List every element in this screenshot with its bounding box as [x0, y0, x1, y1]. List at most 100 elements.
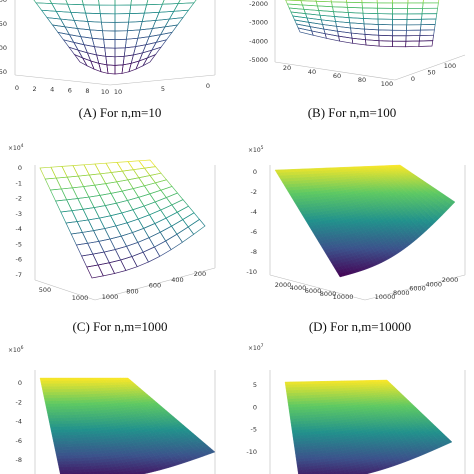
surface-patch: [378, 34, 393, 42]
surface-patch: [126, 241, 144, 257]
axis-line: [34, 279, 96, 301]
axis-line: [94, 267, 216, 301]
y-ticks-label: 400: [171, 276, 183, 284]
surface-patch: [392, 8, 408, 15]
scale-base: ×10: [248, 345, 261, 352]
z-tick-label: -8: [251, 248, 257, 256]
x-ticks-label: 8: [85, 87, 89, 95]
surface-patch: [115, 200, 134, 214]
subplot: 0 -2 -4 -6 -8 ×106: [8, 345, 216, 474]
surface-patch: [405, 35, 421, 42]
surface-patch: [130, 0, 149, 6]
scale-base: ×10: [8, 145, 21, 152]
surface: [285, 0, 440, 48]
surface-patch: [207, 449, 216, 454]
surface-patch: [82, 4, 101, 14]
z-tick-label: -2: [16, 398, 22, 406]
surface-patch: [377, 24, 393, 31]
y-ticks-label: 100: [444, 62, 456, 70]
surface: [274, 164, 456, 278]
x-ticks-label: 2000: [275, 281, 292, 289]
x-ticks-label: 20: [283, 64, 291, 72]
surface-patch: [392, 29, 407, 37]
surface-patch: [114, 38, 127, 49]
surface-patch: [376, 2, 393, 9]
surface-patch: [377, 13, 393, 20]
y-ticks-label: 4000: [425, 280, 442, 288]
z-tick-label: -5: [16, 240, 22, 248]
surface-patch: [420, 18, 437, 26]
z-tick-label: -4: [16, 225, 22, 233]
x-ticks-label: 6: [68, 86, 72, 94]
surface-patch: [420, 24, 436, 31]
surface-patch: [449, 200, 456, 206]
caption: (B) For n,m=100: [308, 105, 397, 120]
surface-patch: [73, 53, 88, 67]
z-tick-label: -6: [16, 256, 22, 264]
z-tick-label: -2: [251, 188, 257, 196]
surface-patch: [114, 30, 128, 40]
scale-exponent: 7: [261, 343, 264, 349]
surface-patch: [296, 438, 302, 442]
y-ticks-label: 10: [114, 88, 122, 96]
surface-patch: [422, 0, 440, 4]
surface-patch: [131, 251, 149, 268]
z-tick-label: -250: [0, 68, 7, 76]
surface-patch: [405, 29, 421, 37]
surface-patch: [392, 0, 409, 4]
surface-patch: [99, 13, 116, 23]
x-ticks-label: 0: [15, 84, 19, 92]
surface-patch: [293, 441, 299, 446]
surface-patch: [324, 33, 341, 42]
surface-patch: [115, 222, 133, 237]
surface-patch: [67, 3, 87, 14]
surface-patch: [392, 24, 408, 31]
surface-patch: [137, 237, 155, 253]
surface-patch: [154, 197, 173, 211]
x-ticks-label: 60: [333, 72, 341, 80]
y-ticks-label: 6000: [409, 285, 426, 293]
surface-patch: [89, 29, 105, 40]
surface-patch: [81, 0, 100, 6]
surface-patch: [62, 39, 79, 51]
surface-patch: [291, 427, 296, 431]
surface-patch: [418, 34, 435, 42]
y-ticks-label: 600: [149, 282, 161, 290]
z-tick-label: -1: [16, 179, 22, 187]
surface-patch: [406, 7, 423, 15]
x-ticks-label: 10: [101, 88, 109, 96]
surface-patch: [106, 64, 116, 75]
surface-patch: [407, 0, 424, 4]
axis-scale: ×107: [248, 343, 264, 352]
surface-patch: [392, 2, 409, 9]
z-tick-label: -4000: [249, 37, 268, 45]
x-ticks-label: 100: [381, 80, 393, 88]
surface-patch: [292, 435, 298, 440]
surface-patch: [351, 37, 367, 46]
y-ticks-label: 2000: [442, 276, 459, 284]
surface-patch: [377, 18, 393, 26]
surface-patch: [114, 13, 131, 23]
y-ticks-label: 5: [161, 85, 165, 93]
surface-patch: [104, 47, 116, 58]
surface-patch: [142, 246, 161, 263]
z-tick-label: 0: [18, 164, 22, 172]
x-ticks-label: 10000: [333, 293, 354, 301]
scale-exponent: 6: [21, 345, 24, 351]
x-ticks-label: 8000: [320, 290, 337, 298]
surface-patch: [392, 13, 408, 20]
surface-patch: [378, 40, 393, 48]
z-tick-label: 0: [253, 403, 257, 411]
surface-patch: [138, 175, 156, 187]
surface-patch: [407, 2, 424, 9]
surface-patch: [406, 18, 422, 26]
axis-scale: ×106: [8, 345, 24, 354]
surface-patch: [143, 223, 161, 239]
surface-patch: [160, 185, 179, 198]
surface-patch: [361, 2, 378, 9]
surface-patch: [338, 35, 354, 44]
surface-patch: [121, 188, 140, 201]
surface-patch: [143, 182, 162, 195]
surface-patch: [108, 259, 127, 274]
scale-base: ×10: [8, 347, 21, 354]
